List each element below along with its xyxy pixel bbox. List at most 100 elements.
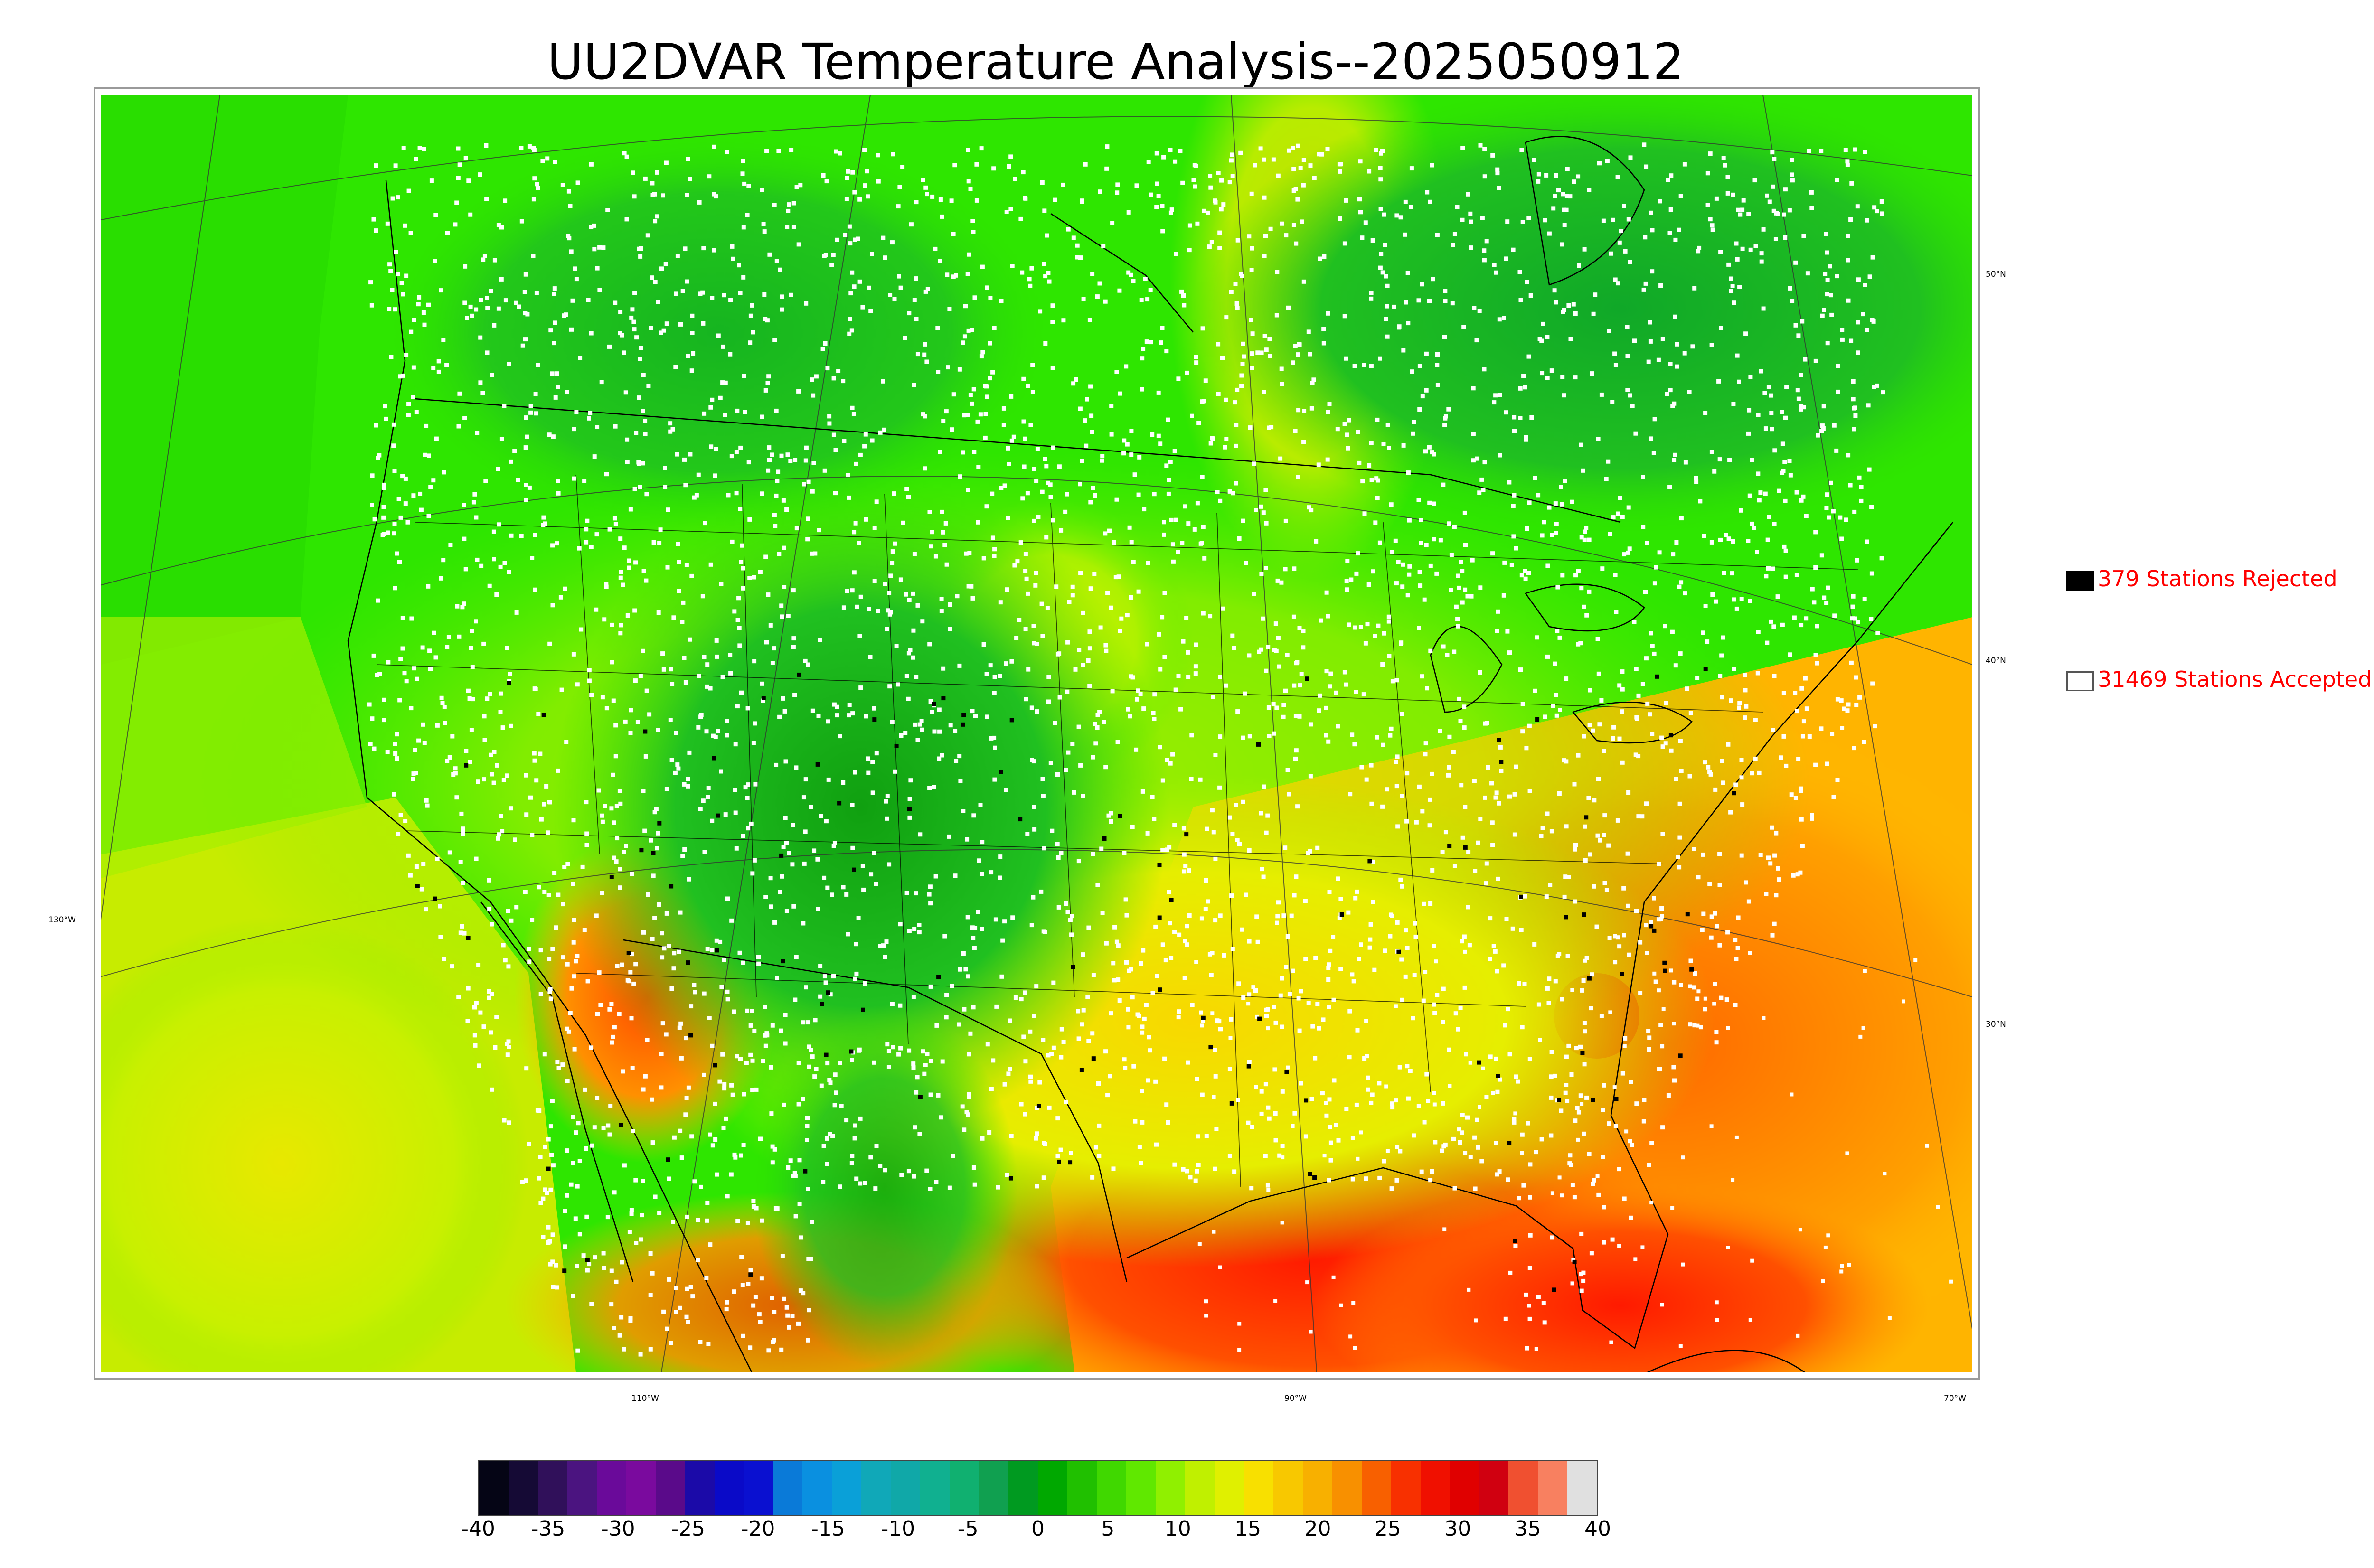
station-accepted-marker [886, 1049, 891, 1053]
station-accepted-marker [1573, 573, 1578, 578]
station-accepted-marker [1825, 761, 1829, 766]
station-accepted-marker [1075, 243, 1080, 248]
station-accepted-marker [1455, 617, 1460, 621]
station-accepted-marker [1621, 886, 1626, 891]
station-rejected-marker [433, 896, 437, 901]
station-accepted-marker [1650, 269, 1655, 274]
station-accepted-marker [677, 949, 681, 954]
station-accepted-marker [1879, 199, 1884, 204]
station-accepted-marker [1031, 759, 1036, 764]
station-accepted-marker [1416, 498, 1421, 502]
station-accepted-marker [1319, 152, 1324, 157]
station-accepted-marker [1748, 1318, 1752, 1322]
station-accepted-marker [1703, 411, 1708, 415]
station-accepted-marker [1376, 623, 1381, 628]
station-accepted-marker [1584, 526, 1589, 530]
station-rejected-marker [1158, 987, 1162, 992]
station-accepted-marker [1527, 1057, 1532, 1061]
station-accepted-marker [609, 1002, 614, 1006]
station-accepted-marker [1567, 1161, 1572, 1166]
station-accepted-marker [556, 1066, 561, 1070]
station-accepted-marker [1217, 230, 1222, 235]
station-accepted-marker [922, 352, 927, 357]
station-accepted-marker [416, 302, 421, 307]
station-accepted-marker [1459, 560, 1463, 564]
station-accepted-marker [898, 1046, 903, 1051]
station-accepted-marker [862, 148, 867, 152]
station-accepted-marker [409, 616, 414, 621]
station-accepted-marker [621, 1069, 625, 1074]
station-accepted-marker [1026, 384, 1030, 388]
station-accepted-marker [1098, 625, 1103, 630]
station-accepted-marker [678, 322, 683, 327]
station-accepted-marker [1715, 1300, 1719, 1305]
station-accepted-marker [903, 731, 908, 735]
station-accepted-marker [1527, 789, 1532, 793]
station-accepted-marker [1584, 613, 1589, 618]
station-accepted-marker [454, 795, 459, 800]
station-accepted-marker [1524, 435, 1528, 440]
station-accepted-marker [1682, 162, 1687, 167]
station-accepted-marker [392, 792, 396, 797]
station-accepted-marker [1338, 169, 1342, 174]
station-accepted-marker [541, 523, 546, 527]
station-accepted-marker [1714, 599, 1718, 604]
station-accepted-marker [1395, 920, 1400, 925]
station-accepted-marker [397, 698, 402, 703]
station-accepted-marker [1428, 797, 1432, 802]
station-accepted-marker [1236, 981, 1241, 986]
station-accepted-marker [1375, 417, 1380, 422]
canada-west-cool-field [386, 133, 1051, 532]
station-accepted-marker [886, 1065, 891, 1069]
station-accepted-marker [1520, 220, 1525, 224]
station-accepted-marker [776, 469, 781, 474]
station-accepted-marker [650, 1140, 655, 1145]
station-accepted-marker [572, 1047, 577, 1052]
station-accepted-marker [1111, 961, 1116, 966]
station-accepted-marker [793, 1174, 798, 1178]
station-accepted-marker [688, 637, 692, 642]
station-accepted-marker [805, 537, 810, 542]
station-accepted-marker [1295, 804, 1300, 809]
station-accepted-marker [962, 334, 967, 339]
station-accepted-marker [980, 1136, 985, 1141]
station-accepted-marker [745, 706, 750, 711]
temperature-map[interactable] [94, 87, 1980, 1380]
station-accepted-marker [1759, 251, 1764, 256]
station-accepted-marker [807, 1044, 811, 1049]
sierra-madre-cool-field [752, 1006, 1017, 1367]
station-accepted-marker [1216, 342, 1221, 347]
station-accepted-marker [1570, 988, 1574, 992]
station-accepted-marker [523, 311, 528, 316]
station-accepted-marker [1708, 772, 1713, 777]
station-accepted-marker [1588, 688, 1592, 693]
station-accepted-marker [1671, 1065, 1676, 1070]
station-accepted-marker [1859, 498, 1864, 503]
station-accepted-marker [1276, 900, 1281, 905]
station-accepted-marker [1291, 146, 1295, 150]
station-accepted-marker [1658, 199, 1662, 204]
station-accepted-marker [1090, 1175, 1095, 1180]
station-accepted-marker [822, 974, 827, 979]
station-accepted-marker [783, 816, 788, 820]
station-accepted-marker [1164, 1102, 1169, 1107]
station-accepted-marker [1148, 288, 1153, 292]
station-accepted-marker [1717, 852, 1722, 856]
station-accepted-marker [1798, 1228, 1802, 1232]
station-accepted-marker [1198, 777, 1203, 782]
station-accepted-marker [772, 203, 777, 207]
station-accepted-marker [1783, 415, 1788, 420]
station-accepted-marker [479, 298, 483, 302]
station-accepted-marker [868, 1155, 873, 1160]
station-accepted-marker [983, 435, 988, 440]
station-accepted-marker [987, 1130, 992, 1135]
station-accepted-marker [1832, 423, 1837, 428]
station-accepted-marker [1355, 889, 1359, 894]
station-accepted-marker [619, 623, 623, 628]
station-accepted-marker [1748, 951, 1752, 955]
station-accepted-marker [1478, 670, 1482, 675]
station-accepted-marker [664, 321, 669, 326]
station-accepted-marker [1293, 756, 1298, 761]
station-accepted-marker [1272, 731, 1276, 736]
station-accepted-marker [1347, 418, 1351, 423]
